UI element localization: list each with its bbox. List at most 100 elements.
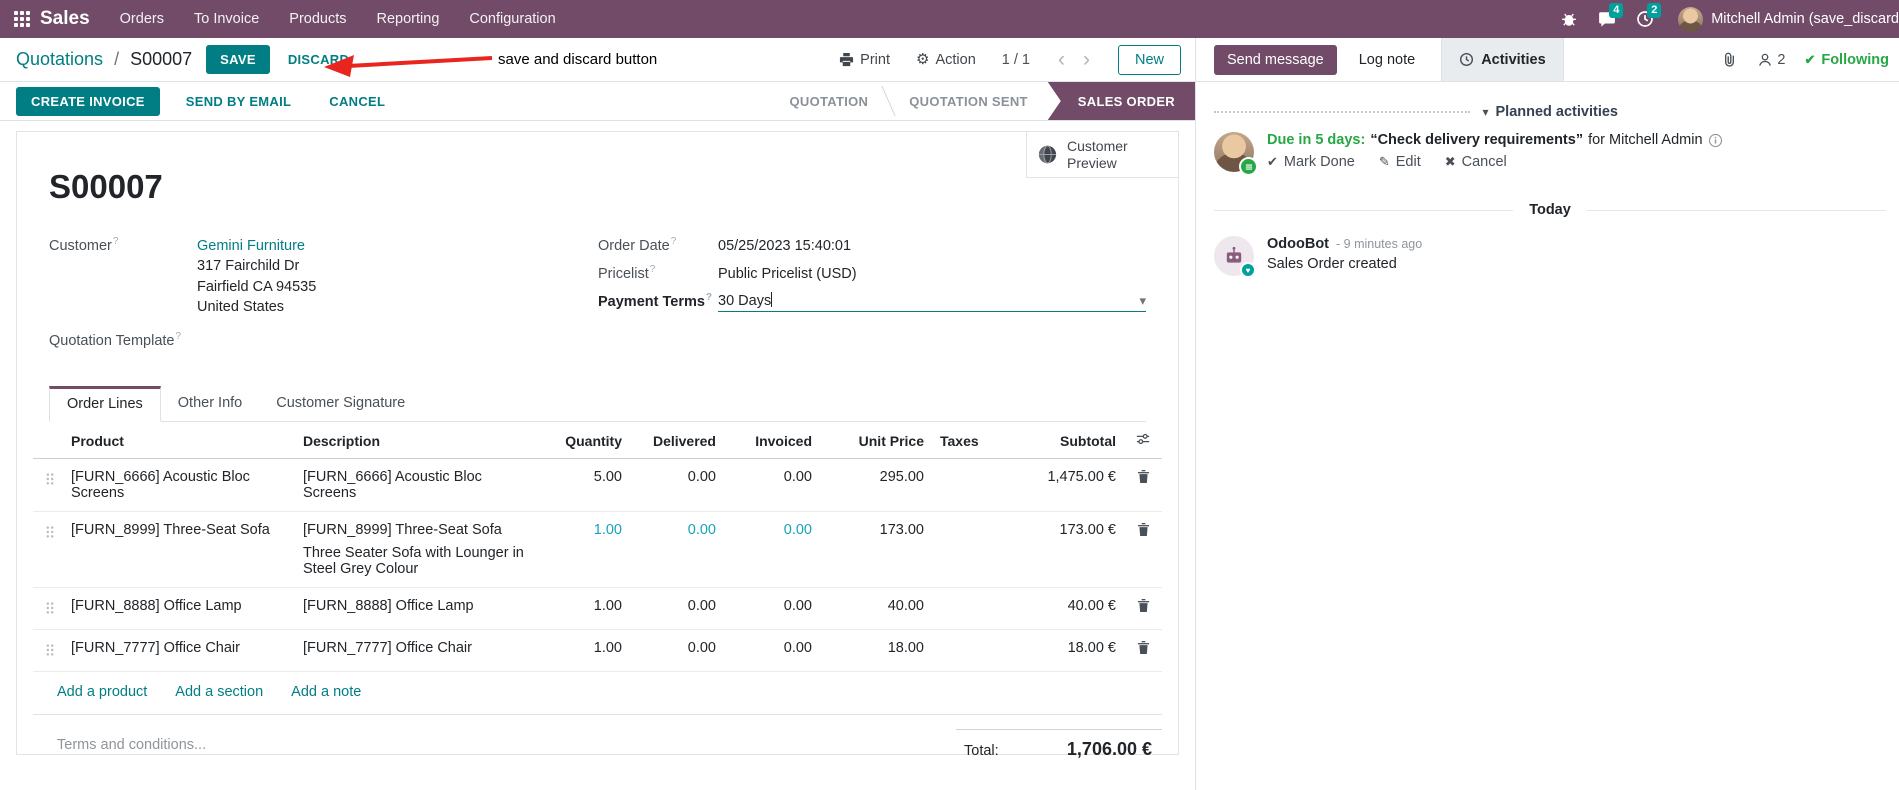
mark-done-button[interactable]: ✔ Mark Done — [1267, 154, 1355, 170]
log-note-button[interactable]: Log note — [1347, 45, 1427, 75]
col-quantity[interactable]: Quantity — [540, 422, 630, 460]
send-message-button[interactable]: Send message — [1214, 44, 1337, 75]
status-pill-quotation-sent[interactable]: QUOTATION SENT — [909, 93, 1028, 109]
pager-previous-icon[interactable]: ‹ — [1057, 48, 1065, 71]
delete-row-button[interactable] — [1124, 458, 1162, 513]
cell-unit-price[interactable]: 295.00 — [820, 458, 932, 513]
odoobot-avatar[interactable]: ♥ — [1214, 236, 1256, 278]
cell-description[interactable]: [FURN_8888] Office Lamp — [295, 587, 540, 631]
print-button[interactable]: Print — [839, 52, 890, 68]
table-row[interactable]: [FURN_6666] Acoustic Bloc Screens [FURN_… — [33, 458, 1162, 513]
tab-order-lines[interactable]: Order Lines — [49, 386, 161, 423]
cell-delivered[interactable]: 0.00 — [630, 511, 724, 589]
breadcrumb-quotations[interactable]: Quotations — [16, 49, 104, 69]
cell-description[interactable]: [FURN_6666] Acoustic Bloc Screens — [295, 458, 540, 513]
create-invoice-button[interactable]: CREATE INVOICE — [16, 86, 160, 116]
activities-clock-icon[interactable]: 2 — [1636, 3, 1662, 28]
cell-quantity[interactable]: 1.00 — [540, 511, 630, 589]
cell-taxes[interactable] — [932, 587, 1006, 631]
following-button[interactable]: ✔ Following — [1804, 51, 1889, 68]
delete-row-button[interactable] — [1124, 629, 1162, 673]
cell-description[interactable]: [FURN_7777] Office Chair — [295, 629, 540, 673]
cancel-button[interactable]: CANCEL — [317, 87, 397, 116]
table-row[interactable]: [FURN_8999] Three-Seat Sofa [FURN_8999] … — [33, 511, 1162, 589]
pager-next-icon[interactable]: › — [1082, 48, 1090, 71]
user-menu[interactable]: Mitchell Admin (save_discard — [1678, 6, 1899, 32]
customer-link[interactable]: Gemini Furniture — [197, 238, 305, 254]
col-delivered[interactable]: Delivered — [630, 422, 724, 460]
cell-quantity[interactable]: 5.00 — [540, 458, 630, 513]
info-icon[interactable] — [1708, 133, 1723, 148]
drag-handle-icon[interactable] — [33, 587, 63, 631]
cell-quantity[interactable]: 1.00 — [540, 629, 630, 673]
cancel-activity-button[interactable]: ✖ Cancel — [1444, 154, 1507, 170]
customer-preview-button[interactable]: Customer Preview — [1026, 132, 1178, 178]
terms-placeholder[interactable]: Terms and conditions... — [57, 737, 207, 754]
col-invoiced[interactable]: Invoiced — [724, 422, 820, 460]
send-by-email-button[interactable]: SEND BY EMAIL — [174, 87, 304, 116]
payment-terms-input[interactable]: 30 Days ▾ — [718, 292, 1146, 313]
cell-taxes[interactable] — [932, 629, 1006, 673]
save-button[interactable]: SAVE — [206, 45, 270, 74]
nav-menu-to-invoice[interactable]: To Invoice — [193, 11, 260, 27]
nav-menu-orders[interactable]: Orders — [119, 11, 164, 27]
cell-taxes[interactable] — [932, 511, 1006, 589]
cell-invoiced[interactable]: 0.00 — [724, 587, 820, 631]
add-product-link[interactable]: Add a product — [57, 684, 148, 701]
cell-invoiced[interactable]: 0.00 — [724, 458, 820, 513]
followers-button[interactable]: 2 — [1757, 52, 1785, 68]
message-author[interactable]: OdooBot — [1267, 236, 1330, 252]
new-button[interactable]: New — [1117, 44, 1181, 75]
table-row[interactable]: [FURN_7777] Office Chair [FURN_7777] Off… — [33, 629, 1162, 673]
col-product[interactable]: Product — [63, 422, 295, 460]
action-button[interactable]: ⚙ Action — [916, 51, 976, 68]
cell-delivered[interactable]: 0.00 — [630, 629, 724, 673]
app-name[interactable]: Sales — [40, 8, 90, 29]
cell-product[interactable]: [FURN_8888] Office Lamp — [63, 587, 295, 631]
cell-unit-price[interactable]: 173.00 — [820, 511, 932, 589]
cell-taxes[interactable] — [932, 458, 1006, 513]
activities-tab[interactable]: Activities — [1441, 38, 1564, 81]
optional-columns-button[interactable] — [1124, 422, 1162, 460]
table-row[interactable]: [FURN_8888] Office Lamp [FURN_8888] Offi… — [33, 587, 1162, 631]
add-note-link[interactable]: Add a note — [291, 684, 362, 701]
discard-button[interactable]: DISCARD — [278, 45, 359, 74]
apps-grid-icon[interactable] — [14, 11, 18, 15]
attachments-button[interactable] — [1721, 51, 1738, 68]
delete-row-button[interactable] — [1124, 587, 1162, 631]
cell-unit-price[interactable]: 18.00 — [820, 629, 932, 673]
tab-other-info[interactable]: Other Info — [177, 395, 243, 412]
cell-product[interactable]: [FURN_6666] Acoustic Bloc Screens — [63, 458, 295, 513]
col-taxes[interactable]: Taxes — [932, 422, 1006, 460]
status-pill-sales-order[interactable]: SALES ORDER — [1047, 82, 1195, 120]
col-description[interactable]: Description — [295, 422, 540, 460]
cell-invoiced[interactable]: 0.00 — [724, 629, 820, 673]
pricelist-field[interactable]: Public Pricelist (USD) — [718, 265, 857, 282]
nav-menu-reporting[interactable]: Reporting — [376, 11, 440, 27]
edit-activity-button[interactable]: ✎ Edit — [1378, 154, 1421, 170]
col-subtotal[interactable]: Subtotal — [1006, 422, 1124, 460]
cell-delivered[interactable]: 0.00 — [630, 458, 724, 513]
collapse-caret-icon[interactable]: ▾ — [1482, 105, 1489, 119]
delete-row-button[interactable] — [1124, 511, 1162, 589]
cell-product[interactable]: [FURN_8999] Three-Seat Sofa — [63, 511, 295, 589]
cell-description[interactable]: [FURN_8999] Three-Seat Sofa Three Seater … — [295, 511, 540, 589]
dropdown-caret-icon[interactable]: ▾ — [1139, 292, 1146, 308]
cell-quantity[interactable]: 1.00 — [540, 587, 630, 631]
drag-handle-icon[interactable] — [33, 511, 63, 589]
cell-product[interactable]: [FURN_7777] Office Chair — [63, 629, 295, 673]
nav-menu-configuration[interactable]: Configuration — [469, 11, 556, 27]
debug-bug-icon[interactable] — [1560, 10, 1578, 28]
activity-avatar[interactable] — [1214, 132, 1258, 176]
drag-handle-icon[interactable] — [33, 629, 63, 673]
tab-customer-signature[interactable]: Customer Signature — [276, 395, 406, 412]
drag-handle-icon[interactable] — [33, 458, 63, 513]
status-pill-quotation[interactable]: QUOTATION — [789, 93, 869, 109]
cell-invoiced[interactable]: 0.00 — [724, 511, 820, 589]
order-date-field[interactable]: 05/25/2023 15:40:01 — [718, 237, 852, 254]
nav-menu-products[interactable]: Products — [289, 11, 347, 27]
cell-delivered[interactable]: 0.00 — [630, 587, 724, 631]
cell-unit-price[interactable]: 40.00 — [820, 587, 932, 631]
col-unit-price[interactable]: Unit Price — [820, 422, 932, 460]
messages-icon[interactable]: 4 — [1598, 3, 1624, 28]
